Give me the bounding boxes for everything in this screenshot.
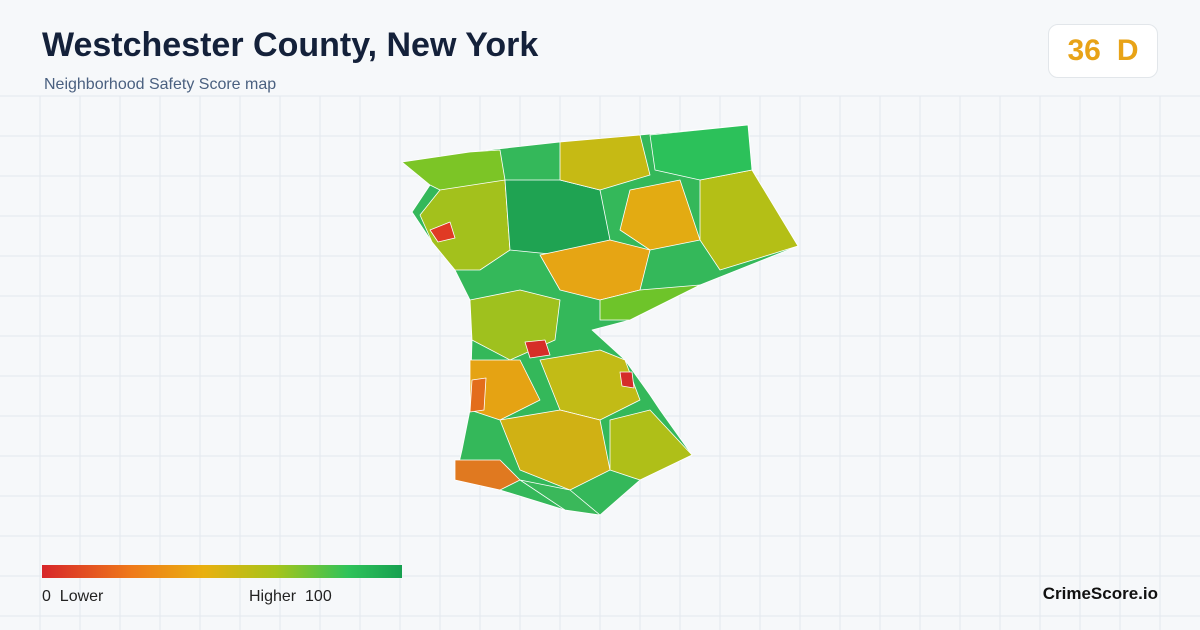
grade: D <box>1116 34 1139 67</box>
region <box>619 179 701 251</box>
region <box>469 359 541 421</box>
score: 36 <box>1067 34 1101 67</box>
legend-max-label: Higher <box>249 588 297 605</box>
legend-max: Higher 100 <box>249 588 332 606</box>
region <box>649 124 753 181</box>
region <box>619 371 635 389</box>
region <box>559 134 651 191</box>
brand: CrimeScore.io <box>1042 584 1158 603</box>
legend-max-value: 100 <box>305 588 332 605</box>
region <box>524 339 551 359</box>
region <box>699 169 799 271</box>
region <box>609 409 693 481</box>
region <box>599 284 701 321</box>
region <box>429 221 456 243</box>
legend-min: 0 Lower <box>42 588 103 606</box>
region <box>454 459 521 491</box>
score-badge: 36 D <box>1048 24 1158 78</box>
legend-min-value: 0 <box>42 588 51 605</box>
legend-min-label: Lower <box>59 588 104 605</box>
title: Westchester County, New York <box>42 26 539 64</box>
legend-gradient <box>42 565 402 578</box>
region <box>519 479 601 516</box>
region <box>469 377 487 413</box>
subtitle: Neighborhood Safety Score map <box>44 76 277 93</box>
